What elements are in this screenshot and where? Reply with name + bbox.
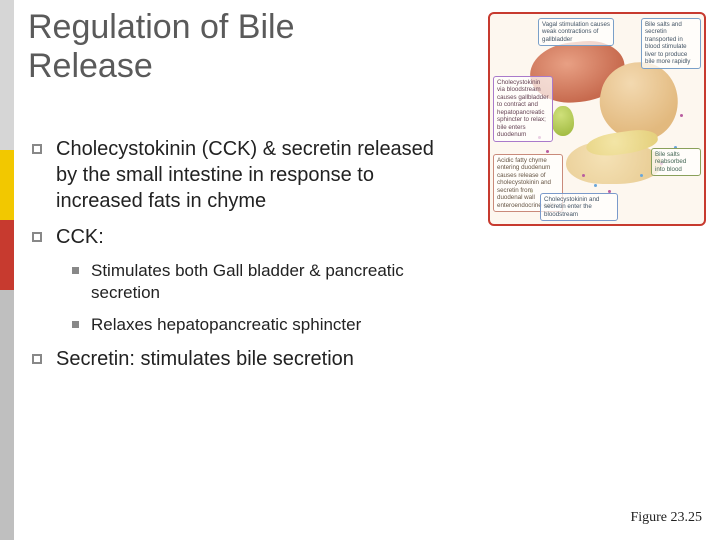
slide-body: Cholecystokinin (CCK) & secretin release… (32, 136, 452, 382)
sidebar-red (0, 220, 14, 290)
diagram-label-3: Cholecystokinin via bloodstream causes g… (493, 76, 553, 142)
diagram-label-2: Bile salts and secretin transported in b… (641, 18, 701, 69)
sub-bullet-marker (72, 267, 79, 274)
dot (546, 150, 549, 153)
bullet-marker (32, 354, 42, 364)
diagram-label-6: Bile salts reabsorbed into blood (651, 148, 701, 176)
bullet-marker (32, 232, 42, 242)
anatomy-diagram: Vagal stimulation causes weak contractio… (488, 12, 706, 226)
bullet-3: Secretin: stimulates bile secretion (32, 346, 452, 372)
bullet-2-sub2: Relaxes hepatopancreatic sphincter (72, 314, 452, 336)
bullet-1-text: Cholecystokinin (CCK) & secretin release… (56, 136, 452, 214)
bullet-2-sub2-text: Relaxes hepatopancreatic sphincter (91, 314, 361, 336)
sidebar-yellow (0, 150, 14, 220)
accent-sidebar (0, 0, 14, 540)
title-line2: Release (28, 47, 153, 85)
dot (582, 174, 585, 177)
sidebar-gray (0, 0, 14, 150)
bullet-2: CCK: (32, 224, 452, 250)
figure-reference: Figure 23.25 (630, 510, 702, 526)
bullet-2-text: CCK: (56, 224, 104, 250)
dot (640, 174, 643, 177)
title-line1: Regulation of Bile (28, 8, 295, 46)
bullet-marker (32, 144, 42, 154)
gallbladder-shape (552, 106, 574, 136)
bullet-1: Cholecystokinin (CCK) & secretin release… (32, 136, 452, 214)
slide-title: Regulation of Bile Release (28, 8, 295, 86)
dot (680, 114, 683, 117)
bullet-3-text: Secretin: stimulates bile secretion (56, 346, 354, 372)
bullet-2-sub1-text: Stimulates both Gall bladder & pancreati… (91, 260, 452, 304)
diagram-label-5: Cholecystokinin and secretin enter the b… (540, 193, 618, 221)
sidebar-gray2 (0, 290, 14, 540)
diagram-label-1: Vagal stimulation causes weak contractio… (538, 18, 614, 46)
sub-bullet-marker (72, 321, 79, 328)
dot (594, 184, 597, 187)
bullet-2-sub1: Stimulates both Gall bladder & pancreati… (72, 260, 452, 304)
